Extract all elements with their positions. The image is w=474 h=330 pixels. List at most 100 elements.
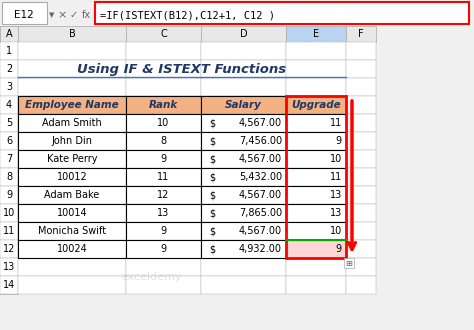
Bar [126,168,201,186]
Bar [0,258,18,276]
Bar [286,204,346,222]
Bar [18,240,126,258]
Bar [286,132,346,150]
Text: 13: 13 [330,190,342,200]
Bar [201,60,286,78]
Bar [286,168,346,186]
Bar [0,240,18,258]
Text: 12: 12 [157,190,170,200]
FancyBboxPatch shape [95,2,469,24]
Bar [201,150,286,168]
Bar [201,276,286,294]
Bar [126,186,201,204]
Text: 2: 2 [6,64,12,74]
Bar [126,60,201,78]
Bar [286,96,346,258]
Bar [346,96,376,114]
Text: 11: 11 [330,118,342,128]
Bar [126,132,201,150]
Text: 5: 5 [6,118,12,128]
Text: 14: 14 [3,280,15,290]
Bar [126,78,201,96]
Bar [346,240,376,258]
Bar [346,132,376,150]
Text: E12: E12 [14,10,34,20]
Bar [18,168,126,186]
Bar [286,114,346,132]
Bar [286,168,346,186]
Text: 11: 11 [3,226,15,236]
Bar [201,114,286,132]
Bar [126,258,201,276]
Bar [0,186,18,204]
Bar [346,276,376,294]
Text: 11: 11 [157,172,170,182]
Bar [201,240,286,258]
Text: 10: 10 [157,118,170,128]
Bar [201,240,286,258]
Text: =IF(ISTEXT(B12),C12+1, C12 ): =IF(ISTEXT(B12),C12+1, C12 ) [100,10,275,20]
Bar [201,132,286,150]
Bar [286,114,346,132]
Bar [0,204,18,222]
Text: F: F [358,29,364,39]
Bar [18,78,126,96]
Text: Using IF & ISTEXT Functions: Using IF & ISTEXT Functions [77,62,287,76]
Bar [286,42,346,60]
Bar [0,222,18,240]
Text: 9: 9 [160,226,166,236]
Bar [201,78,286,96]
Text: 10012: 10012 [56,172,87,182]
Bar [346,26,376,42]
Bar [0,168,18,186]
Text: 10014: 10014 [57,208,87,218]
Text: 9: 9 [336,136,342,146]
Text: 6: 6 [6,136,12,146]
Text: 10: 10 [330,154,342,164]
Bar [346,150,376,168]
Text: 9: 9 [336,244,342,254]
Bar [0,222,18,240]
Bar [346,222,376,240]
Text: Kate Perry: Kate Perry [47,154,97,164]
Text: 1: 1 [6,46,12,56]
Bar [0,26,18,42]
Bar [126,114,201,132]
Text: $: $ [209,154,215,164]
FancyBboxPatch shape [2,2,47,24]
Bar [126,276,201,294]
Bar [126,222,201,240]
Bar [0,240,18,258]
Bar [126,26,201,42]
Bar [18,186,126,204]
Text: 4,567.00: 4,567.00 [239,118,282,128]
Text: 12: 12 [3,244,15,254]
Text: $: $ [209,118,215,128]
Bar [346,60,376,78]
Bar [18,96,126,114]
Bar [18,150,126,168]
Bar [18,132,126,150]
Bar [18,204,126,222]
Text: Rank: Rank [149,100,178,110]
Bar [0,96,18,114]
Bar [0,42,18,60]
Bar [286,222,346,240]
Bar [286,186,346,204]
Bar [286,240,346,258]
Bar [201,258,286,276]
Bar [286,60,346,78]
Text: 4,932.00: 4,932.00 [239,244,282,254]
Bar [126,132,201,150]
Text: ⊞: ⊞ [346,258,353,268]
Bar [0,114,18,132]
Bar [0,78,18,96]
Bar [0,186,18,204]
Text: 5,432.00: 5,432.00 [239,172,282,182]
Bar [18,204,126,222]
Bar [201,96,286,114]
Bar [126,186,201,204]
Bar [201,186,286,204]
Text: A: A [6,29,12,39]
Bar [126,240,201,258]
